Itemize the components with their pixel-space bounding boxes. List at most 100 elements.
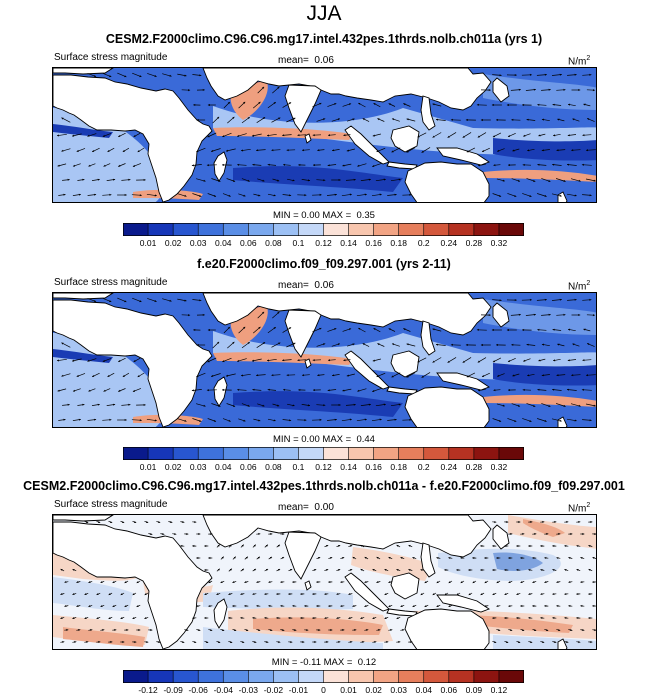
stress-vector-head bbox=[476, 103, 479, 106]
stress-vector-head bbox=[537, 163, 540, 166]
stress-vector-head bbox=[511, 343, 514, 346]
stress-vector-head bbox=[388, 328, 391, 331]
stress-vector-head bbox=[563, 88, 566, 91]
colorbar-tick-label: 0 bbox=[321, 685, 326, 695]
stress-vector-head bbox=[568, 103, 571, 106]
stress-vector-head bbox=[530, 520, 533, 523]
stress-vector-head bbox=[67, 403, 70, 406]
stress-vector-head bbox=[417, 360, 420, 363]
stress-vector-head bbox=[240, 593, 243, 595]
stress-contour-fill bbox=[351, 547, 433, 581]
stress-vector-head bbox=[508, 556, 511, 560]
stress-vector-head bbox=[133, 135, 136, 137]
stress-vector-head bbox=[267, 134, 270, 137]
stress-vector-head bbox=[262, 342, 266, 345]
stress-vector-head bbox=[548, 88, 551, 91]
coastline bbox=[420, 95, 436, 131]
stress-vector-head bbox=[462, 360, 465, 363]
panel-1-map bbox=[52, 67, 597, 203]
stress-vector-head bbox=[447, 135, 450, 138]
stress-vector-head bbox=[207, 360, 210, 363]
stress-vector-head bbox=[492, 617, 495, 620]
stress-vector-head bbox=[504, 593, 507, 595]
colorbar-tick-label: -0.01 bbox=[288, 685, 309, 695]
stress-vector-head bbox=[203, 179, 206, 182]
stress-contour-fill bbox=[233, 166, 403, 192]
stress-vector-head bbox=[349, 193, 352, 196]
stress-vector-head bbox=[186, 533, 189, 536]
stress-vector-head bbox=[537, 328, 540, 331]
stress-vector-head bbox=[450, 118, 453, 121]
stress-vector-head bbox=[281, 557, 285, 559]
stress-vector-head bbox=[302, 374, 304, 377]
stress-contour-fill bbox=[233, 391, 403, 417]
panel-1-min-value: 0.00 bbox=[301, 210, 320, 221]
coastline bbox=[344, 350, 390, 390]
stress-vector-head bbox=[196, 118, 199, 121]
stress-vector-head bbox=[383, 403, 386, 406]
stress-vector-head bbox=[340, 605, 343, 608]
stress-vector-head bbox=[499, 299, 502, 302]
colorbar-tick-label: 0.02 bbox=[365, 685, 382, 695]
stress-vector-head bbox=[343, 134, 346, 137]
colorbar-swatch bbox=[398, 447, 425, 460]
stress-vector-head bbox=[502, 179, 505, 182]
stress-vector-head bbox=[170, 521, 173, 523]
stress-vector-head bbox=[73, 389, 76, 392]
stress-contour-fill bbox=[213, 352, 353, 365]
stress-vector-head bbox=[218, 641, 221, 643]
stress-vector-head bbox=[376, 557, 379, 559]
stress-vector-head bbox=[241, 544, 244, 547]
stress-vector-head bbox=[544, 581, 547, 583]
stress-vector-head bbox=[337, 118, 340, 121]
stress-vector-head bbox=[169, 299, 172, 302]
stress-vector-head bbox=[516, 544, 519, 548]
stress-vector-head bbox=[568, 328, 571, 331]
stress-vector-head bbox=[578, 404, 581, 407]
stress-vector-head bbox=[574, 419, 577, 422]
stress-vector-head bbox=[78, 628, 81, 631]
stress-vector-head bbox=[552, 616, 555, 619]
stress-vector-head bbox=[360, 569, 363, 571]
colorbar-swatch bbox=[373, 670, 400, 683]
stress-vector-head bbox=[257, 556, 260, 559]
stress-vector-head bbox=[559, 419, 562, 422]
stress-vector-head bbox=[196, 556, 199, 560]
stress-vector-head bbox=[338, 640, 341, 643]
stress-vector-head bbox=[87, 359, 90, 362]
colorbar-swatch bbox=[498, 223, 524, 236]
panel-2-colorbar-ticks: 0.01 0.02 0.03 0.04 0.06 0.08 0.1 0.12 0.14 0.16 0… bbox=[123, 462, 524, 474]
stress-vector-head bbox=[508, 581, 511, 583]
stress-vector-head bbox=[408, 569, 411, 571]
stress-vector-head bbox=[261, 86, 265, 89]
stress-vector-head bbox=[262, 117, 266, 120]
stress-vector-head bbox=[518, 313, 521, 316]
stress-vector-head bbox=[277, 404, 280, 407]
stress-vector-head bbox=[324, 617, 327, 620]
stress-vector-head bbox=[372, 359, 375, 362]
stress-vector-head bbox=[533, 404, 536, 407]
stress-vector-head bbox=[546, 629, 549, 631]
stress-vector-head bbox=[72, 569, 75, 571]
stress-vector-head bbox=[566, 520, 569, 523]
stress-vector-head bbox=[364, 418, 367, 421]
stress-vector-head bbox=[540, 593, 543, 596]
colorbar-tick-label: 0.02 bbox=[164, 238, 182, 248]
stress-vector-head bbox=[468, 568, 471, 572]
colorbar-swatch bbox=[222, 223, 250, 236]
stress-vector-head bbox=[542, 641, 545, 643]
stress-vector-head bbox=[273, 102, 276, 105]
stress-vector-head bbox=[297, 134, 300, 137]
stress-vector-head bbox=[538, 359, 541, 362]
stress-vector-head bbox=[552, 103, 555, 106]
stress-vector-head bbox=[588, 593, 591, 596]
stress-vector-head bbox=[353, 403, 356, 406]
stress-vector-head bbox=[588, 616, 591, 620]
stress-vector-head bbox=[496, 605, 499, 608]
stress-vector-head bbox=[154, 300, 157, 302]
stress-vector-head bbox=[533, 179, 536, 182]
stress-vector-head bbox=[241, 149, 244, 152]
colorbar-swatch bbox=[222, 670, 250, 683]
stress-vector-head bbox=[232, 116, 235, 119]
stress-vector-head bbox=[264, 616, 267, 619]
